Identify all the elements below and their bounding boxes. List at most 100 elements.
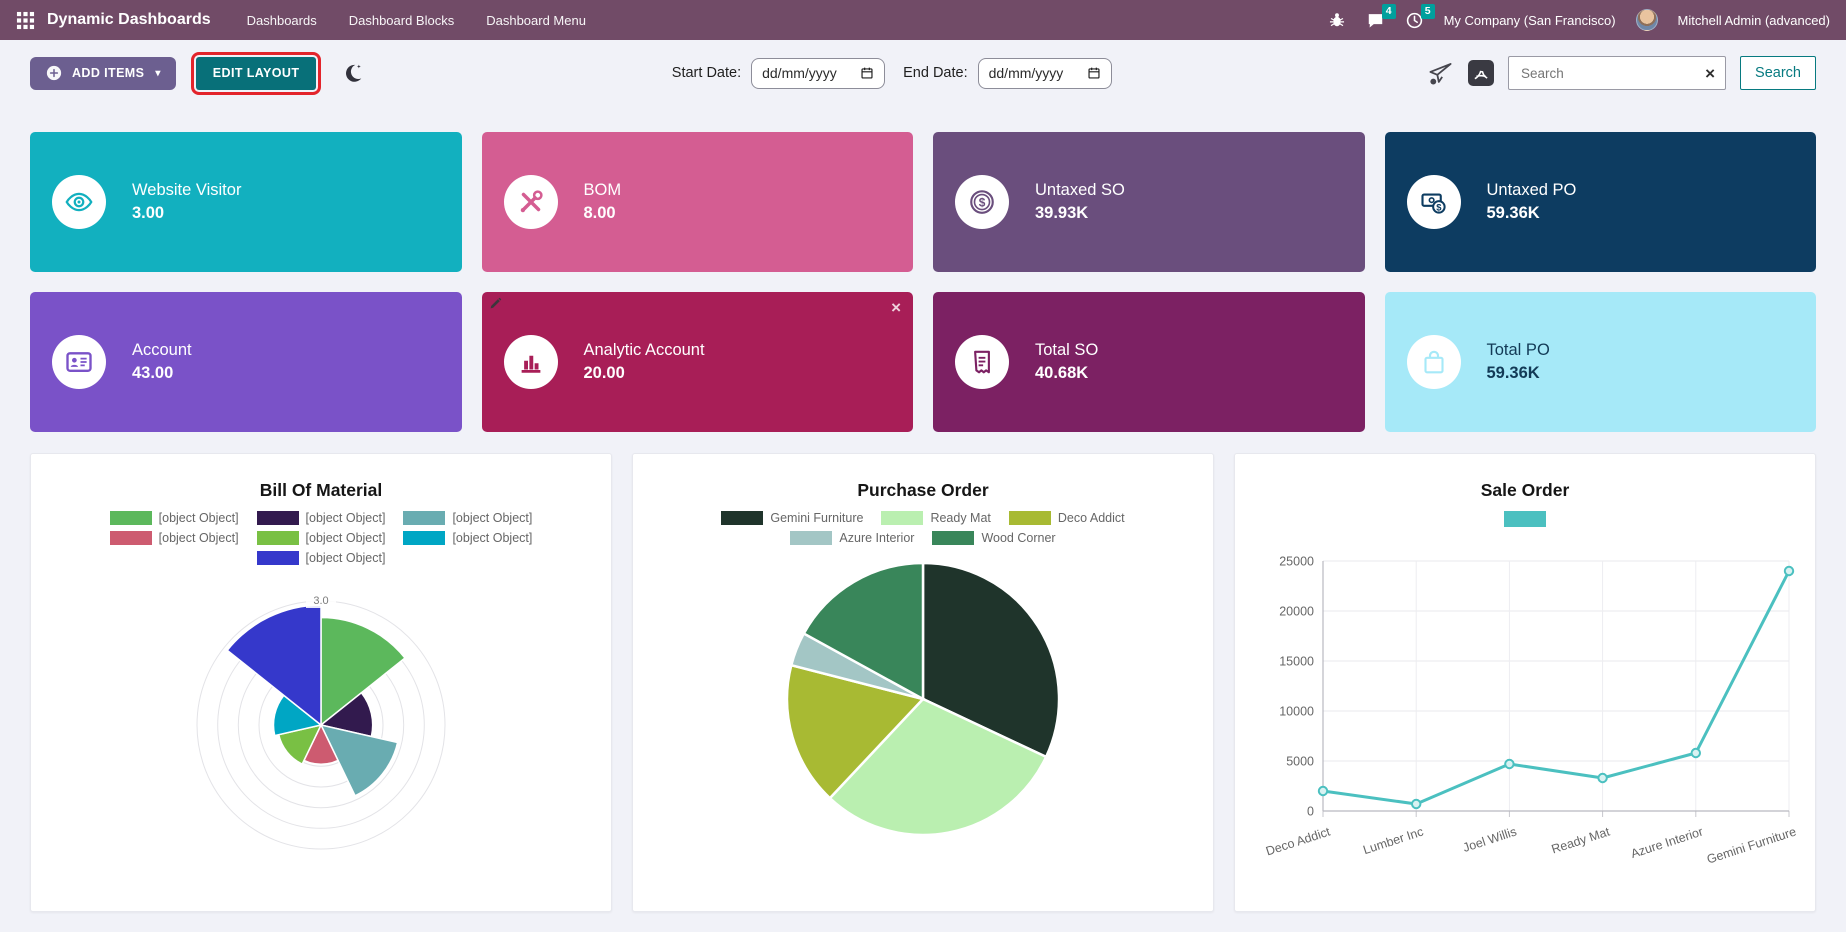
- legend-item-object-object[interactable]: [object Object]: [109, 511, 239, 525]
- legend-item-azure-interior[interactable]: Azure Interior: [790, 531, 914, 545]
- bug-icon[interactable]: [1328, 11, 1346, 29]
- clear-search-icon[interactable]: ×: [1705, 63, 1716, 83]
- legend-swatch: [403, 511, 446, 525]
- user-avatar[interactable]: [1635, 9, 1658, 31]
- legend-swatch: [1008, 511, 1051, 525]
- legend-item-wood-corner[interactable]: Wood Corner: [932, 531, 1056, 545]
- legend-item-object-object[interactable]: [object Object]: [109, 531, 239, 545]
- legend-label: Gemini Furniture: [770, 511, 864, 525]
- cash-icon: $: [1406, 175, 1461, 229]
- pdf-export-icon[interactable]: [1468, 60, 1495, 86]
- svg-text:Lumber Inc: Lumber Inc: [1361, 825, 1425, 858]
- bill-of-material-card: Bill Of Material [object Object] [object …: [30, 453, 612, 912]
- legend-label: [object Object]: [452, 531, 533, 545]
- legend-swatch: [109, 511, 152, 525]
- tile-value: 59.36K: [1486, 364, 1540, 382]
- activities-clock-icon[interactable]: 5: [1405, 3, 1435, 30]
- legend-item-object-object[interactable]: [object Object]: [403, 531, 532, 545]
- calendar-icon: [860, 66, 874, 80]
- tile-value: 20.00: [583, 364, 625, 382]
- pie-chart: [785, 561, 1061, 837]
- legend-item-object-object[interactable]: [object Object]: [256, 551, 385, 565]
- menu-item-dashboard-menu[interactable]: Dashboard Menu: [486, 12, 586, 28]
- tile-untaxed-po[interactable]: $ Untaxed PO 59.36K: [1384, 132, 1816, 272]
- tile-account[interactable]: Account 43.00: [30, 292, 462, 432]
- sale-order-legend-swatch[interactable]: [1504, 511, 1546, 527]
- menu-item-dashboard-blocks[interactable]: Dashboard Blocks: [348, 12, 455, 28]
- app-title[interactable]: Dynamic Dashboards: [47, 11, 211, 28]
- edit-pencil-icon[interactable]: [489, 297, 502, 315]
- tools-icon: [503, 175, 558, 229]
- tile-value: 40.68K: [1035, 364, 1089, 382]
- bom-legend: [object Object] [object Object] [object Ob…: [86, 511, 556, 565]
- svg-text:Ready Mat: Ready Mat: [1550, 824, 1612, 856]
- user-menu[interactable]: Mitchell Admin (advanced): [1677, 12, 1830, 28]
- tile-value: 43.00: [132, 364, 174, 382]
- legend-item-object-object[interactable]: [object Object]: [403, 511, 532, 525]
- svg-text:20000: 20000: [1279, 605, 1314, 619]
- svg-text:$: $: [979, 195, 986, 209]
- tile-label: BOM: [583, 181, 622, 199]
- add-items-label: ADD ITEMS: [72, 66, 145, 80]
- legend-swatch: [932, 531, 975, 545]
- legend-label: [object Object]: [452, 511, 533, 525]
- plus-circle-icon: [45, 64, 63, 82]
- chevron-down-icon: ▾: [155, 67, 161, 79]
- legend-item-gemini-furniture[interactable]: Gemini Furniture: [721, 511, 863, 525]
- search-button[interactable]: Search: [1740, 56, 1816, 90]
- svg-text:0: 0: [1307, 805, 1314, 819]
- company-switcher[interactable]: My Company (San Francisco): [1443, 12, 1616, 28]
- send-mail-icon[interactable]: [1427, 60, 1454, 87]
- close-icon[interactable]: ×: [891, 298, 901, 317]
- svg-text:Joel Willis: Joel Willis: [1461, 825, 1518, 855]
- charts-row: Bill Of Material [object Object] [object …: [0, 453, 1846, 912]
- edit-layout-button[interactable]: EDIT LAYOUT: [190, 51, 322, 95]
- messages-badge: 4: [1381, 3, 1396, 19]
- tile-website-visitor[interactable]: Website Visitor 3.00: [30, 132, 462, 272]
- add-items-button[interactable]: ADD ITEMS ▾: [30, 56, 176, 90]
- tile-total-so[interactable]: Total SO 40.68K: [933, 292, 1365, 432]
- legend-swatch: [256, 531, 299, 545]
- tile-label: Website Visitor: [132, 181, 242, 199]
- bag-icon: [1406, 335, 1461, 389]
- legend-swatch: [721, 511, 764, 525]
- search-input[interactable]: [1519, 64, 1706, 82]
- chart-title: Sale Order: [1480, 480, 1570, 500]
- legend-item-object-object[interactable]: [object Object]: [256, 511, 386, 525]
- start-date-input[interactable]: dd/mm/yyyy: [751, 57, 886, 89]
- tile-bom[interactable]: BOM 8.00: [481, 132, 913, 272]
- legend-label: Ready Mat: [930, 511, 991, 525]
- polar-area-chart: 3.0: [196, 592, 446, 850]
- tile-analytic-account[interactable]: Analytic Account 20.00 ×: [481, 292, 913, 432]
- tile-untaxed-so[interactable]: $ Untaxed SO 39.93K: [933, 132, 1365, 272]
- chart-title: Purchase Order: [857, 480, 989, 500]
- start-date-label: Start Date:: [671, 65, 742, 81]
- messages-icon[interactable]: 4: [1366, 3, 1396, 30]
- legend-swatch: [881, 511, 924, 525]
- menu-item-dashboards[interactable]: Dashboards: [246, 12, 317, 28]
- tile-value: 8.00: [583, 204, 616, 222]
- tile-label: Untaxed PO: [1486, 181, 1577, 199]
- bar-chart-icon: [503, 335, 558, 389]
- svg-text:Azure Interior: Azure Interior: [1629, 825, 1705, 862]
- id-card-icon: [52, 335, 106, 389]
- activities-badge: 5: [1420, 3, 1435, 19]
- legend-item-ready-mat[interactable]: Ready Mat: [881, 511, 991, 525]
- legend-label: Azure Interior: [839, 531, 915, 545]
- svg-text:5000: 5000: [1286, 755, 1314, 769]
- tile-total-po[interactable]: Total PO 59.36K: [1384, 292, 1816, 432]
- legend-label: [object Object]: [305, 511, 386, 525]
- tile-value: 59.36K: [1486, 204, 1540, 222]
- sale-order-card: Sale Order 0 5000 10000 15000 20000 25000 Deco…: [1234, 453, 1816, 912]
- apps-grid-icon[interactable]: [16, 11, 35, 30]
- legend-item-object-object[interactable]: [object Object]: [256, 531, 385, 545]
- end-date-input[interactable]: dd/mm/yyyy: [977, 57, 1112, 89]
- svg-text:3.0: 3.0: [313, 595, 328, 607]
- eye-icon: [52, 175, 106, 229]
- purchase-order-card: Purchase Order Gemini Furniture Ready Mat…: [632, 453, 1214, 912]
- dark-mode-moon-icon[interactable]: [342, 62, 364, 84]
- search-box: ×: [1508, 56, 1727, 90]
- tile-label: Total PO: [1486, 341, 1550, 359]
- legend-item-deco-addict[interactable]: Deco Addict: [1008, 511, 1125, 525]
- chart-title: Bill Of Material: [259, 480, 383, 500]
